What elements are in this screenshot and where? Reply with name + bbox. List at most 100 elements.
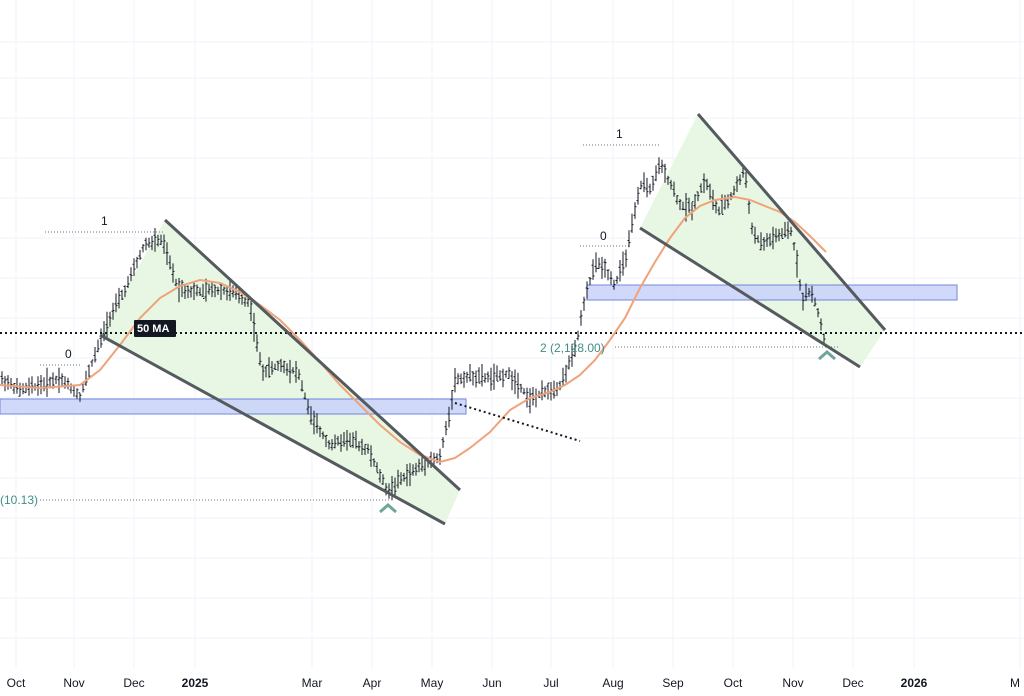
ohlc-bar: [582, 296, 586, 311]
ohlc-bar: [330, 439, 334, 451]
ohlc-bar: [681, 201, 685, 211]
ohlc-bar: [525, 387, 529, 408]
ohlc-bar: [588, 277, 592, 286]
ohlc-bar: [99, 328, 103, 348]
ohlc-bar: [645, 177, 649, 198]
wedge-patterns: [100, 114, 885, 524]
ohlc-bar: [147, 237, 151, 248]
ohlc-bar: [84, 370, 88, 386]
ohlc-bar: [93, 347, 97, 363]
ohlc-bar: [735, 176, 739, 192]
wedge-trendlines: [99, 113, 887, 526]
ohlc-bar: [669, 179, 673, 190]
ohlc-bar: [513, 369, 517, 395]
x-tick-label: 2025: [182, 676, 209, 690]
ohlc-bar: [492, 363, 496, 390]
ohlc-bar: [618, 260, 622, 282]
ohlc-bar: [702, 173, 706, 194]
wedge-2-upper-trendline: [696, 113, 887, 331]
ohlc-bar: [771, 226, 775, 250]
ohlc-bar: [639, 180, 643, 190]
ohlc-bar: [294, 361, 298, 383]
ohlc-bar: [303, 392, 307, 400]
ohlc-bar: [780, 228, 784, 239]
ohlc-bar: [627, 230, 631, 248]
ohlc-bar: [123, 285, 127, 298]
ohlc-bar: [465, 371, 469, 383]
ohlc-bar: [351, 432, 355, 448]
ohlc-bar: [732, 185, 736, 196]
ohlc-bar: [339, 434, 343, 452]
ohlc-bar: [381, 474, 385, 485]
ohlc-bar: [282, 360, 286, 374]
ohlc-bar: [672, 181, 676, 197]
support-zone-2: [586, 284, 958, 301]
ohlc-bar: [567, 355, 571, 370]
ohlc-bar: [150, 235, 154, 251]
ohlc-bar: [312, 410, 316, 435]
ohlc-bar: [249, 300, 253, 321]
x-tick-label: Nov: [782, 676, 803, 690]
ohlc-bar: [414, 462, 418, 476]
ohlc-bar: [216, 286, 220, 295]
ohlc-bar: [678, 199, 682, 211]
ohlc-bar: [615, 275, 619, 284]
ohlc-bar: [207, 283, 211, 295]
ohlc-bar: [696, 191, 700, 202]
ohlc-bar: [156, 234, 160, 247]
ohlc-bar: [111, 302, 115, 320]
ohlc-bar: [621, 251, 625, 276]
ohlc-bar: [765, 233, 769, 247]
ohlc-bar: [648, 183, 652, 195]
ohlc-bar: [495, 365, 499, 382]
ohlc-bar: [579, 310, 583, 326]
ohlc-bar: [240, 293, 244, 305]
ohlc-bar: [624, 249, 628, 268]
x-tick-label: 2026: [901, 676, 928, 690]
ohlc-bar: [129, 267, 133, 282]
ohlc-bar: [471, 371, 475, 386]
ohlc-bar: [459, 373, 463, 385]
ohlc-bar: [153, 228, 157, 252]
ohlc-bar: [759, 232, 763, 251]
x-tick-label: May: [421, 676, 444, 690]
ohlc-bar: [816, 308, 820, 318]
ohlc-bar: [117, 287, 121, 309]
ohlc-bar: [489, 367, 493, 391]
ohlc-bar: [444, 421, 448, 436]
ohlc-bar: [228, 279, 232, 301]
fib-labels: 1 0 1 0: [65, 127, 623, 361]
ohlc-bar: [21, 383, 25, 395]
ohlc-bar: [393, 477, 397, 498]
ohlc-bar: [798, 279, 802, 291]
ohlc-bar: [168, 255, 172, 270]
ohlc-bar: [39, 375, 43, 395]
x-tick-label: Apr: [363, 676, 382, 690]
reversal-arrows: [379, 350, 836, 514]
ohlc-bar: [36, 376, 40, 396]
ohlc-bar: [810, 285, 814, 303]
ohlc-bar: [522, 388, 526, 395]
ohlc-bar: [267, 357, 271, 378]
ohlc-bar: [651, 175, 655, 191]
ohlc-bar: [132, 258, 136, 276]
ohlc-bar: [18, 382, 22, 397]
ohlc-bar: [252, 312, 256, 342]
ohlc-bar: [378, 469, 382, 483]
ohlc-bar: [666, 175, 670, 185]
ohlc-bar: [594, 252, 598, 273]
ohlc-bar: [114, 293, 118, 313]
ohlc-bar: [162, 234, 166, 254]
ohlc-bar: [762, 237, 766, 251]
target-label-2: 2 (2,128.00): [540, 341, 605, 355]
x-tick-label: Mar: [302, 676, 323, 690]
ohlc-bar: [261, 364, 265, 381]
x-tick-label: Jun: [482, 676, 501, 690]
ohlc-bar: [792, 242, 796, 251]
ohlc-bar: [210, 281, 214, 298]
ohlc-bar: [597, 257, 601, 269]
ohlc-bar: [405, 464, 409, 487]
ohlc-bar: [135, 256, 139, 269]
ohlc-bar: [456, 373, 460, 385]
